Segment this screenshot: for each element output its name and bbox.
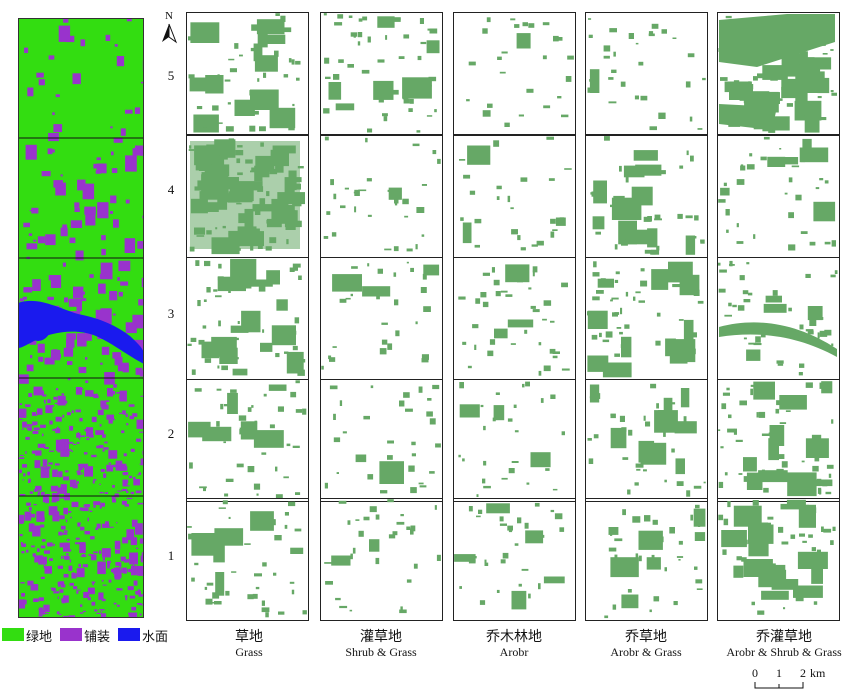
- scale-tick-0: 0: [752, 666, 758, 680]
- row-label-3: 3: [167, 306, 175, 321]
- north-arrow: N: [160, 10, 178, 46]
- column-title-grass-en: Grass: [235, 645, 263, 659]
- column-title-arbor-grass-zh: 乔草地: [625, 630, 667, 645]
- column-title-mixed-zh: 乔灌草地: [756, 630, 812, 645]
- scale-tick-1: 1: [776, 666, 782, 680]
- scale-bar-line: [754, 682, 804, 689]
- column-title-grass-zh: 草地: [235, 630, 263, 645]
- legend-label-paving: 铺装: [84, 629, 111, 644]
- row-label-1: 1: [167, 548, 175, 563]
- column-title-arbor-en: Arobr: [499, 645, 529, 659]
- scale-unit: km: [810, 666, 826, 680]
- north-label: N: [165, 10, 173, 22]
- row-label-4: 4: [167, 182, 175, 197]
- row-label-5: 5: [167, 68, 175, 83]
- legend-label-green: 绿地: [26, 629, 53, 644]
- column-title-mixed-en: Arobr & Shrub & Grass: [726, 645, 842, 659]
- north-arrow-icon: [162, 23, 178, 44]
- scale-tick-2: 2: [800, 666, 806, 680]
- legend-label-water: 水面: [142, 629, 169, 644]
- legend: 绿地 铺装 水面: [2, 626, 177, 644]
- column-title-arbor-zh: 乔木林地: [486, 630, 542, 645]
- legend-swatch-paving: [60, 628, 82, 641]
- column-title-shrub-en: Shrub & Grass: [345, 645, 417, 659]
- scale-bar: 0 1 2 km: [752, 666, 842, 696]
- vegetation-panel-grid: [186, 12, 840, 621]
- column-title-shrub-zh: 灌草地: [360, 630, 402, 645]
- landcover-strip-map: [18, 18, 144, 618]
- row-label-2: 2: [167, 426, 175, 441]
- column-title-arbor-grass-en: Arobr & Grass: [610, 645, 682, 659]
- legend-swatch-green: [2, 628, 24, 641]
- legend-swatch-water: [118, 628, 140, 641]
